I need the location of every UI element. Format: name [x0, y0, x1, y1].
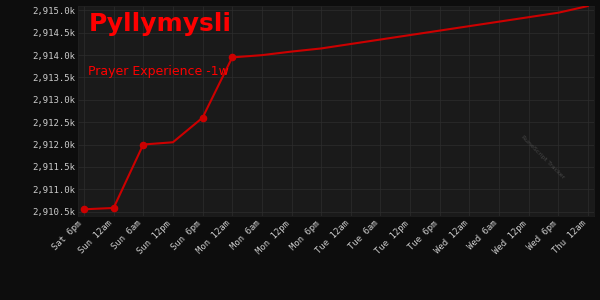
- Point: [79, 207, 89, 212]
- Point: [227, 55, 237, 60]
- Text: Prayer Experience -1w: Prayer Experience -1w: [88, 65, 229, 78]
- Point: [198, 115, 208, 120]
- Text: RuneScript Tracker: RuneScript Tracker: [520, 134, 565, 180]
- Text: Pyllymysli: Pyllymysli: [88, 12, 232, 36]
- Point: [139, 142, 148, 147]
- Point: [109, 206, 118, 210]
